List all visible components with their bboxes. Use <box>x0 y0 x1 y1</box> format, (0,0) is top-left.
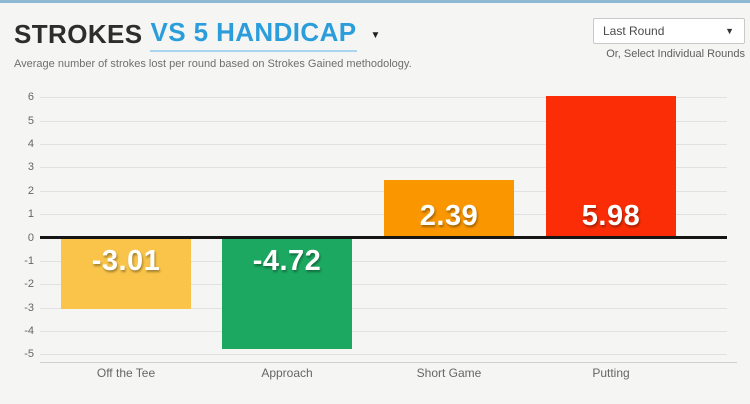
page-title: STROKES VS 5 HANDICAP ▼ <box>14 17 412 52</box>
gridline <box>40 191 727 192</box>
y-axis-tick-label: 6 <box>27 91 34 103</box>
y-axis-tick-label: -5 <box>24 348 34 360</box>
top-accent-bar <box>0 0 750 3</box>
gridline <box>40 261 727 262</box>
round-select-dropdown[interactable]: Last Round ▼ <box>593 18 745 44</box>
gridline <box>40 331 727 332</box>
y-axis-tick-label: 5 <box>27 115 34 127</box>
y-axis-tick-label: -4 <box>24 325 34 337</box>
bar-approach: -4.72 <box>222 239 352 349</box>
y-axis-tick-label: 4 <box>27 138 34 150</box>
y-axis-tick-label: -2 <box>24 278 34 290</box>
gridline <box>40 167 727 168</box>
handicap-selector[interactable]: VS 5 HANDICAP <box>150 17 357 52</box>
bar-short-game: 2.39 <box>384 180 514 236</box>
bar-value-label: 2.39 <box>419 200 479 232</box>
x-axis-category-label: Approach <box>261 366 313 380</box>
gridline <box>40 97 727 98</box>
x-axis-category-label: Putting <box>592 366 630 380</box>
gridline <box>40 354 727 355</box>
x-axis-line <box>40 362 737 363</box>
gridline <box>40 284 727 285</box>
gridline <box>40 144 727 145</box>
y-axis-tick-label: -3 <box>24 302 34 314</box>
y-axis-tick-label: 3 <box>27 161 34 173</box>
title-strokes: STROKES <box>14 19 143 49</box>
y-axis-tick-label: 2 <box>27 185 34 197</box>
select-individual-rounds-link[interactable]: Or, Select Individual Rounds <box>606 48 745 60</box>
gridline <box>40 308 727 309</box>
chevron-down-icon[interactable]: ▼ <box>370 30 381 41</box>
x-axis-category-label: Off the Tee <box>96 366 156 380</box>
y-axis-tick-label: -1 <box>24 255 34 267</box>
bar-value-label: -4.72 <box>252 245 322 277</box>
gridline <box>40 121 727 122</box>
dropdown-caret-icon: ▼ <box>725 26 734 36</box>
zero-baseline <box>40 236 727 239</box>
gridline <box>40 214 727 215</box>
y-axis-tick-label: 0 <box>27 232 34 244</box>
bar-off-the-tee: -3.01 <box>61 239 191 309</box>
bar-value-label: -3.01 <box>91 245 161 277</box>
bar-value-label: 5.98 <box>581 200 641 232</box>
bar-putting: 5.98 <box>546 96 676 236</box>
header: STROKES VS 5 HANDICAP ▼ Average number o… <box>14 17 412 70</box>
round-select-value: Last Round <box>603 24 665 38</box>
y-axis-tick-label: 1 <box>27 208 34 220</box>
chart-description: Average number of strokes lost per round… <box>14 58 412 70</box>
x-axis-category-label: Short Game <box>416 366 482 380</box>
